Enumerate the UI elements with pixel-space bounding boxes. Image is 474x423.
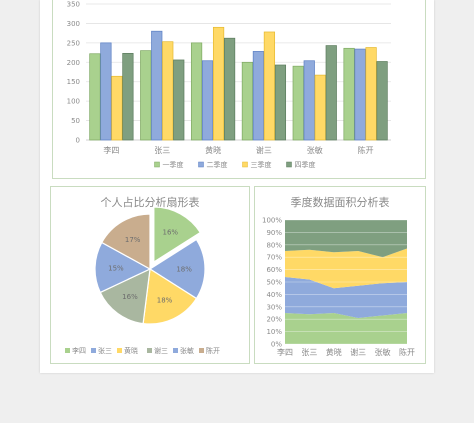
y-tick-label: 80% <box>266 241 282 249</box>
area-chart-title: 季度数据面积分析表 <box>291 195 390 209</box>
legend-swatch <box>147 348 152 353</box>
area-chart: 季度数据面积分析表 0% 10% 20% 30% 40% 50% 60% 70% 80% 90% 1… <box>262 195 415 357</box>
x-tick-label: 谢三 <box>256 145 272 155</box>
legend-label: 黄晓 <box>124 346 138 355</box>
legend-swatch <box>154 161 160 168</box>
legend-swatch <box>286 161 292 168</box>
bar <box>343 47 355 141</box>
area-series <box>285 313 407 344</box>
legend-swatch <box>242 161 248 168</box>
area-series <box>285 220 407 258</box>
pie-slice <box>148 238 206 300</box>
pie-data-label: 18% <box>176 266 192 274</box>
y-tick-label: 40% <box>266 291 282 299</box>
bar <box>111 75 123 141</box>
x-tick-label: 李四 <box>277 347 293 357</box>
bar <box>376 61 388 141</box>
area-series <box>285 277 407 318</box>
legend-swatch <box>65 348 70 353</box>
bar <box>201 60 214 141</box>
y-tick-label: 300 <box>67 20 80 28</box>
y-tick-label: 200 <box>67 59 80 67</box>
legend-swatch <box>199 348 204 353</box>
pie-slice <box>99 267 151 325</box>
y-tick-label: 10% <box>266 328 282 336</box>
pie-slice <box>153 206 202 264</box>
x-tick-label: 黄晓 <box>205 145 221 155</box>
y-tick-label: 70% <box>266 254 282 262</box>
legend-label: 陈开 <box>206 346 220 355</box>
x-tick-label: 张三 <box>301 348 317 357</box>
legend-swatch <box>91 348 96 353</box>
legend-label: 张三 <box>98 346 112 355</box>
legend-label: 四季度 <box>295 160 316 169</box>
legend-label: 李四 <box>72 346 86 355</box>
x-tick-label: 李四 <box>103 145 119 155</box>
legend-swatch <box>117 348 122 353</box>
legend-swatch <box>198 161 204 168</box>
legend-label: 张敏 <box>180 346 194 355</box>
bar <box>354 48 366 141</box>
x-tick-label: 黄晓 <box>326 347 342 357</box>
pie-slice <box>100 213 151 271</box>
bar <box>303 60 315 141</box>
pie-data-label: 16% <box>122 293 138 301</box>
pie-slice <box>94 241 152 294</box>
y-tick-label: 50 <box>71 117 80 125</box>
y-tick-label: 0% <box>271 341 282 349</box>
bar <box>162 41 174 141</box>
y-tick-label: 250 <box>67 39 80 47</box>
bar <box>241 61 254 141</box>
pie-data-label: 16% <box>163 229 179 237</box>
legend-label: 谢三 <box>154 346 168 355</box>
pie-slice <box>142 267 198 325</box>
x-tick-label: 陈开 <box>358 145 374 155</box>
y-tick-label: 100 <box>67 98 80 106</box>
pie-data-label: 18% <box>157 296 173 304</box>
bar <box>292 65 304 141</box>
legend-label: 二季度 <box>207 160 228 169</box>
bar <box>122 52 134 141</box>
y-tick-label: 30% <box>266 303 282 311</box>
bar <box>100 42 112 141</box>
pie-data-label: 17% <box>125 236 141 244</box>
area-series <box>285 248 407 289</box>
bar <box>140 50 152 141</box>
legend-label: 一季度 <box>163 160 184 169</box>
y-tick-label: 20% <box>266 316 282 324</box>
y-tick-label: 90% <box>266 229 282 237</box>
y-tick-label: 0 <box>76 137 80 145</box>
y-tick-label: 350 <box>67 1 80 9</box>
pie-chart-panel: 个人占比分析扇形表 16% 18% 18% 16% 15% 17% 李四 张三 黄晓 谢三 张敏 陈开 <box>50 186 250 364</box>
x-tick-label: 陈开 <box>399 347 415 357</box>
x-tick-label: 张敏 <box>375 347 391 357</box>
y-tick-label: 60% <box>266 266 282 274</box>
bar-chart-panel: 0 50 100 150 200 250 300 350 李四 张三 黄晓 谢三 张敏 陈开一季度 二季度 三… <box>52 0 426 179</box>
bar <box>173 59 185 141</box>
bar <box>274 64 287 141</box>
area-chart-panel: 季度数据面积分析表 0% 10% 20% 30% 40% 50% 60% 70% 80% 90% 1… <box>254 186 426 364</box>
bar <box>365 47 377 141</box>
x-tick-label: 张敏 <box>307 145 323 155</box>
y-tick-label: 100% <box>262 217 282 225</box>
legend-label: 三季度 <box>251 160 272 169</box>
bar <box>314 74 326 141</box>
bar <box>263 31 276 141</box>
pie-chart-title: 个人占比分析扇形表 <box>101 195 200 209</box>
bar <box>252 51 265 141</box>
pie-data-label: 15% <box>108 264 124 272</box>
y-tick-label: 50% <box>266 279 282 287</box>
bar <box>190 42 203 141</box>
bar <box>212 26 225 141</box>
legend-swatch <box>173 348 178 353</box>
bar <box>325 45 337 141</box>
pie-chart: 个人占比分析扇形表 16% 18% 18% 16% 15% 17% 李四 张三 黄晓 谢三 张敏 陈开 <box>65 195 220 355</box>
x-tick-label: 谢三 <box>350 347 366 357</box>
x-tick-label: 张三 <box>154 146 170 155</box>
y-tick-label: 150 <box>67 78 80 86</box>
bar <box>151 30 163 141</box>
bar <box>89 53 101 141</box>
bar <box>223 37 236 141</box>
